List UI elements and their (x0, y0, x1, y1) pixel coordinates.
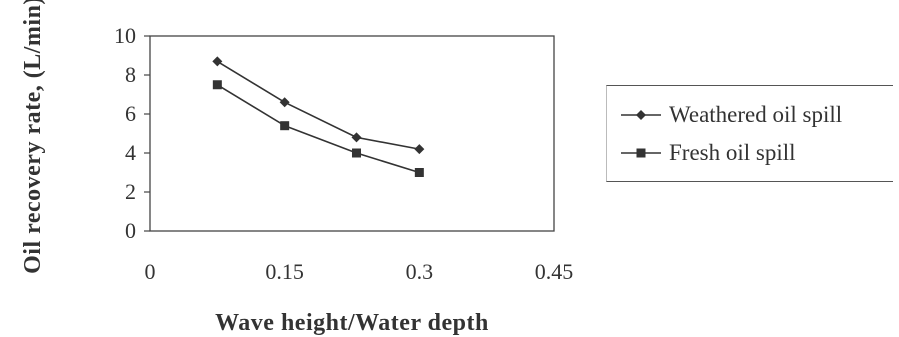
y-tick-label: 0 (125, 218, 136, 243)
plot-area (149, 35, 555, 232)
legend: Weathered oil spill Fresh oil spill (606, 85, 893, 182)
legend-label: Fresh oil spill (669, 140, 796, 165)
x-tick-label: 0 (145, 259, 156, 284)
legend-item-weathered: Weathered oil spill (619, 102, 842, 128)
y-tick-label: 2 (125, 179, 136, 204)
data-point-square (212, 80, 222, 90)
data-point-diamond (414, 144, 425, 155)
series-line-0 (216, 60, 420, 150)
data-point-diamond (351, 132, 362, 143)
data-point-diamond (212, 56, 223, 67)
x-axis-ticks: 0 0.15 0.3 0.45 (145, 259, 574, 284)
x-tick-label: 0.15 (265, 259, 304, 284)
x-tick-label: 0.45 (535, 259, 574, 284)
y-tick-label: 6 (125, 101, 136, 126)
y-tick-label: 8 (125, 62, 136, 87)
y-tick-label: 4 (125, 140, 136, 165)
square-marker-icon (621, 148, 661, 158)
legend-item-fresh: Fresh oil spill (619, 140, 796, 166)
data-point-diamond (279, 97, 290, 108)
data-point-square (414, 168, 424, 177)
series-line-1 (216, 84, 420, 174)
series-layer (212, 56, 425, 177)
x-axis-title: Wave height/Water depth (215, 310, 489, 336)
y-tick-label: 10 (114, 23, 136, 48)
legend-label: Weathered oil spill (669, 102, 843, 127)
y-axis-ticks: 0 2 4 6 8 10 (114, 23, 150, 243)
diamond-marker-icon (621, 110, 661, 120)
data-point-square (351, 148, 361, 158)
data-point-square (280, 121, 290, 131)
x-tick-label: 0.3 (406, 259, 434, 284)
y-axis-title: Oil recovery rate, (L/min) (20, 0, 46, 274)
